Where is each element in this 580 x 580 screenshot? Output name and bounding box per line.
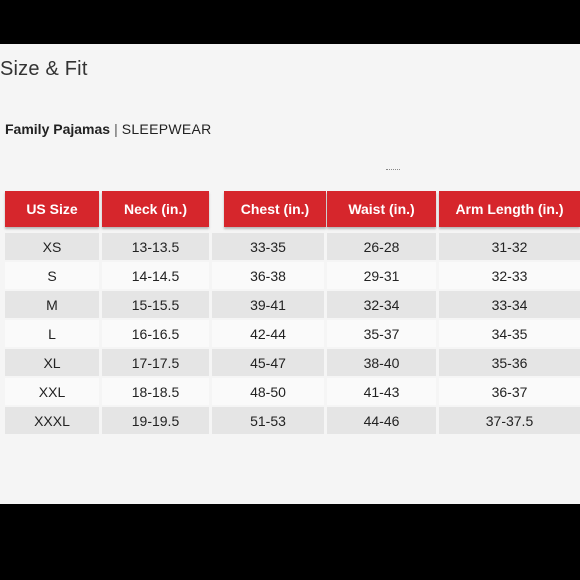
cell-neck: 19-19.5: [102, 407, 209, 434]
cell-chest: 48-50: [212, 378, 324, 405]
cell-chest: 36-38: [212, 262, 324, 289]
cell-us-size: S: [5, 262, 99, 289]
cell-chest: 51-53: [212, 407, 324, 434]
product-subtitle: Family Pajamas | SLEEPWEAR: [5, 121, 212, 137]
cell-us-size: M: [5, 291, 99, 318]
cell-arm-length: 32-33: [439, 262, 580, 289]
cell-arm-length: 33-34: [439, 291, 580, 318]
cell-us-size: XXL: [5, 378, 99, 405]
cell-neck: 14-14.5: [102, 262, 209, 289]
subtitle-separator: |: [114, 121, 118, 137]
cell-waist: 35-37: [327, 320, 436, 347]
cell-neck: 17-17.5: [102, 349, 209, 376]
cell-us-size: XS: [5, 233, 99, 260]
header-waist: Waist (in.): [327, 191, 436, 227]
brand-name: Family Pajamas: [5, 121, 111, 137]
size-table-header: US Size Neck (in.) Chest (in.) Waist (in…: [5, 191, 580, 227]
cell-waist: 26-28: [327, 233, 436, 260]
cell-arm-length: 37-37.5: [439, 407, 580, 434]
cell-arm-length: 36-37: [439, 378, 580, 405]
cell-chest: 45-47: [212, 349, 324, 376]
cell-waist: 44-46: [327, 407, 436, 434]
cell-arm-length: 35-36: [439, 349, 580, 376]
cell-chest: 42-44: [212, 320, 324, 347]
table-row: XXXL 19-19.5 51-53 44-46 37-37.5: [5, 407, 580, 434]
table-row: XL 17-17.5 45-47 38-40 35-36: [5, 349, 580, 376]
cell-chest: 33-35: [212, 233, 324, 260]
cell-waist: 32-34: [327, 291, 436, 318]
decorative-dots: [386, 169, 400, 172]
cell-neck: 13-13.5: [102, 233, 209, 260]
header-neck: Neck (in.): [102, 191, 209, 227]
table-row: XS 13-13.5 33-35 26-28 31-32: [5, 233, 580, 260]
table-row: XXL 18-18.5 48-50 41-43 36-37: [5, 378, 580, 405]
cell-us-size: L: [5, 320, 99, 347]
cell-neck: 18-18.5: [102, 378, 209, 405]
cell-chest: 39-41: [212, 291, 324, 318]
cell-waist: 38-40: [327, 349, 436, 376]
product-category: SLEEPWEAR: [121, 121, 212, 137]
page-title: Size & Fit: [0, 58, 88, 80]
cell-us-size: XXXL: [5, 407, 99, 434]
cell-arm-length: 31-32: [439, 233, 580, 260]
table-row: M 15-15.5 39-41 32-34 33-34: [5, 291, 580, 318]
table-row: S 14-14.5 36-38 29-31 32-33: [5, 262, 580, 289]
header-chest: Chest (in.): [224, 191, 326, 227]
cell-neck: 16-16.5: [102, 320, 209, 347]
table-row: L 16-16.5 42-44 35-37 34-35: [5, 320, 580, 347]
header-arm-length: Arm Length (in.): [439, 191, 580, 227]
header-us-size: US Size: [5, 191, 99, 227]
cell-neck: 15-15.5: [102, 291, 209, 318]
size-and-fit-panel: Size & Fit Family Pajamas | SLEEPWEAR US S…: [0, 44, 580, 504]
cell-waist: 29-31: [327, 262, 436, 289]
cell-waist: 41-43: [327, 378, 436, 405]
cell-us-size: XL: [5, 349, 99, 376]
cell-arm-length: 34-35: [439, 320, 580, 347]
